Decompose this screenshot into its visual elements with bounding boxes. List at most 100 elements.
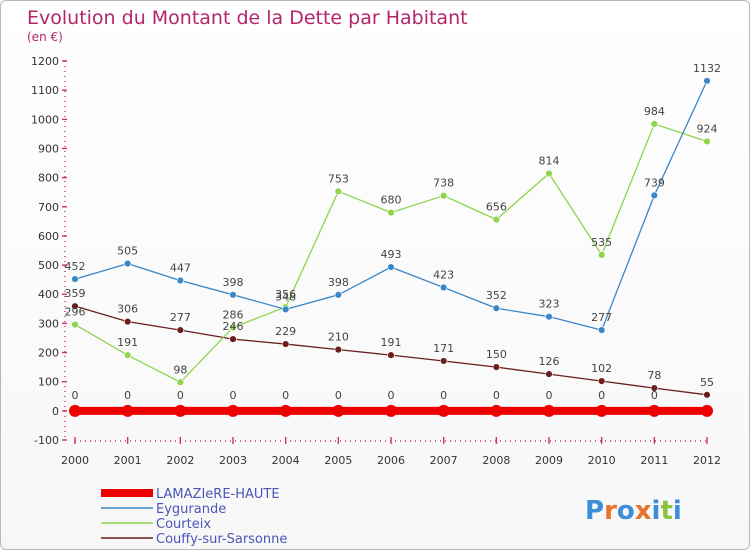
legend-label: LAMAZIeRE-HAUTE — [156, 487, 280, 502]
data-label: 398 — [328, 276, 349, 289]
data-label: 356 — [275, 288, 296, 301]
x-tick-label: 2003 — [219, 454, 247, 467]
data-point — [703, 77, 711, 85]
data-label: 0 — [177, 389, 184, 402]
data-point — [227, 404, 239, 417]
data-point — [703, 137, 711, 146]
data-point — [387, 351, 395, 359]
data-label: 0 — [651, 389, 658, 402]
data-label: 924 — [697, 122, 718, 135]
data-label: 306 — [117, 303, 138, 316]
data-label: 753 — [328, 172, 349, 185]
data-point — [387, 208, 395, 217]
y-tick-label: 300 — [38, 317, 59, 330]
data-point — [492, 363, 501, 371]
y-tick-label: -100 — [34, 434, 59, 447]
legend-label: Couffy-sur-Sarsonne — [156, 532, 287, 547]
data-label: 535 — [591, 236, 612, 249]
data-point — [279, 404, 292, 417]
data-point — [439, 283, 448, 292]
data-label: 191 — [117, 336, 138, 349]
data-point — [71, 302, 79, 310]
data-label: 493 — [381, 248, 402, 261]
data-point — [597, 377, 606, 385]
data-label: 447 — [170, 262, 191, 275]
y-tick-label: 800 — [38, 172, 59, 185]
data-point — [439, 191, 448, 200]
data-label: 0 — [230, 389, 237, 402]
data-label: 277 — [591, 311, 612, 324]
data-label: 739 — [644, 176, 665, 189]
data-point — [648, 404, 661, 417]
y-tick-label: 0 — [52, 405, 59, 418]
data-point — [229, 291, 237, 299]
data-label: 229 — [275, 325, 296, 338]
data-label: 0 — [598, 389, 605, 402]
data-point — [121, 404, 134, 417]
data-point — [332, 404, 345, 417]
data-point — [123, 351, 132, 359]
legend-label: Eygurande — [156, 502, 226, 517]
data-point — [71, 275, 79, 283]
data-point — [595, 404, 608, 417]
y-tick-label: 100 — [38, 376, 59, 389]
y-tick-label: 1000 — [31, 113, 59, 126]
data-point — [71, 320, 79, 329]
data-point — [385, 404, 397, 417]
data-point — [650, 191, 659, 200]
data-label: 296 — [65, 306, 86, 319]
data-label: 126 — [539, 355, 560, 368]
data-point — [703, 391, 711, 399]
data-point — [334, 187, 343, 196]
chart-subtitle: (en €) — [27, 30, 63, 44]
y-tick-label: 700 — [38, 201, 59, 214]
x-tick-label: 2010 — [588, 454, 616, 467]
data-label: 452 — [65, 260, 86, 273]
data-point — [229, 335, 237, 343]
x-tick-label: 2001 — [114, 454, 142, 467]
data-label: 423 — [433, 269, 454, 282]
data-point — [437, 404, 450, 417]
data-label: 98 — [173, 363, 187, 376]
x-tick-label: 2000 — [61, 454, 89, 467]
data-point — [281, 305, 290, 314]
data-label: 0 — [72, 389, 79, 402]
data-point — [176, 276, 185, 285]
y-tick-label: 200 — [38, 347, 59, 360]
x-tick-label: 2005 — [324, 454, 352, 467]
data-point — [597, 251, 606, 259]
data-label: 1132 — [693, 62, 721, 75]
data-point — [229, 323, 237, 332]
data-point — [176, 378, 185, 386]
data-label: 0 — [124, 389, 131, 402]
x-tick-label: 2006 — [377, 454, 405, 467]
data-label: 398 — [223, 276, 244, 289]
data-label: 0 — [440, 389, 447, 402]
data-point — [281, 340, 290, 348]
data-point — [545, 169, 553, 178]
data-label: 150 — [486, 348, 507, 361]
data-point — [543, 404, 555, 417]
x-tick-label: 2004 — [272, 454, 300, 467]
data-label: 0 — [388, 389, 395, 402]
data-point — [334, 291, 343, 299]
data-label: 0 — [493, 389, 500, 402]
data-point — [597, 326, 606, 334]
data-label: 814 — [539, 155, 560, 168]
data-label: 738 — [433, 177, 454, 190]
data-point — [545, 312, 553, 321]
data-point — [69, 404, 81, 417]
data-point — [545, 370, 553, 378]
data-point — [176, 326, 185, 334]
chart-title: Evolution du Montant de la Dette par Hab… — [27, 7, 468, 29]
data-label: 352 — [486, 289, 507, 302]
data-label: 102 — [591, 362, 612, 375]
data-point — [123, 317, 132, 326]
data-label: 348 — [275, 290, 296, 303]
x-tick-label: 2011 — [640, 454, 668, 467]
x-tick-label: 2009 — [535, 454, 563, 467]
y-tick-label: 500 — [38, 259, 59, 272]
data-label: 0 — [282, 389, 289, 402]
data-label: 323 — [539, 298, 560, 311]
